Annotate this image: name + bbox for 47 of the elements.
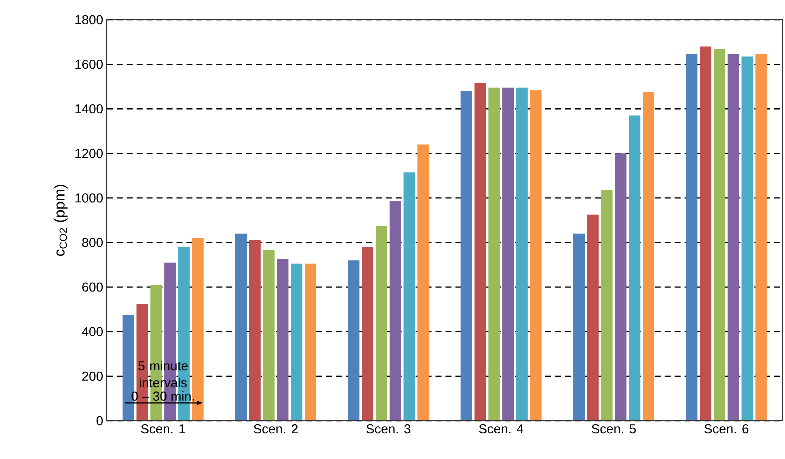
bar	[714, 48, 726, 421]
bar	[587, 214, 599, 421]
bar	[686, 54, 698, 421]
bar	[615, 154, 627, 421]
bar	[277, 259, 289, 421]
y-tick-label: 1000	[76, 194, 103, 203]
bar	[530, 90, 542, 421]
bar	[502, 88, 514, 421]
bar	[643, 92, 655, 421]
y-tick-label: 0	[96, 416, 103, 426]
bar	[629, 116, 641, 421]
bar	[488, 88, 500, 421]
y-tick-label: 1200	[76, 149, 103, 158]
x-tick-label: Scen. 1	[141, 424, 186, 434]
bar	[291, 264, 303, 421]
y-axis-title: c$_{CO2}$ (ppm)	[54, 185, 68, 256]
x-tick-label: Scen. 2	[254, 424, 298, 434]
bar	[348, 260, 360, 421]
bar	[418, 144, 430, 421]
bar	[601, 190, 613, 421]
bar	[728, 54, 740, 421]
bar	[574, 234, 586, 421]
bar	[460, 91, 472, 421]
y-tick-label: 600	[82, 282, 103, 292]
bar	[249, 240, 261, 421]
x-tick-label: Scen. 5	[592, 424, 636, 434]
bar	[700, 46, 712, 421]
y-tick-label: 200	[82, 372, 103, 382]
bar	[742, 56, 754, 421]
bar	[376, 226, 388, 421]
bar	[404, 172, 416, 421]
y-tick-label: 1800	[76, 15, 103, 25]
bar	[236, 234, 248, 421]
bar	[305, 264, 317, 421]
bar	[263, 250, 275, 421]
bar	[516, 88, 528, 421]
y-tick-label: 1600	[76, 60, 103, 70]
y-tick-label: 800	[82, 238, 103, 248]
y-tick-label: 400	[82, 327, 103, 336]
bar	[390, 202, 402, 421]
y-tick-label: 1400	[76, 104, 103, 114]
bar	[756, 54, 768, 421]
x-tick-label: Scen. 4	[479, 424, 524, 434]
x-tick-label: Scen. 3	[366, 424, 411, 434]
bar	[362, 247, 374, 421]
bar	[474, 83, 486, 421]
x-tick-label: Scen. 6	[704, 424, 749, 434]
